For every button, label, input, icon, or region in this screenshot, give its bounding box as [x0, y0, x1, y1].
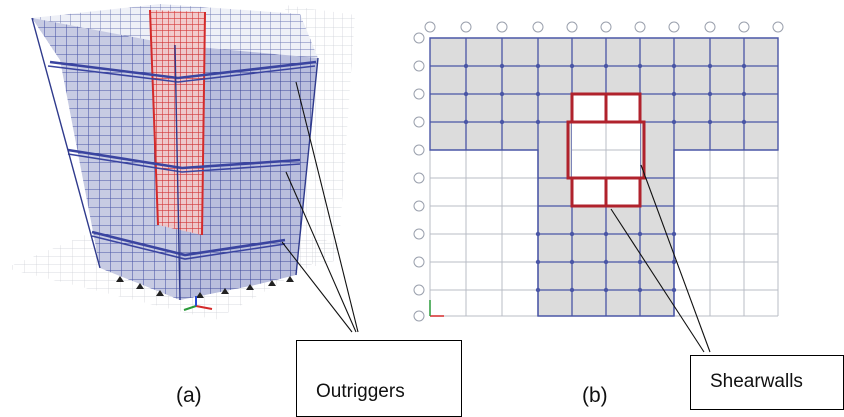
shearwall-leader-lines — [610, 164, 711, 353]
plan-axis-icon — [429, 300, 444, 317]
shear-walls — [566, 92, 646, 208]
panel-b-label: (b) — [582, 384, 608, 407]
plan-nodes — [463, 63, 747, 293]
shearwalls-callout: Shearwalls — [690, 355, 844, 410]
outriggers-label: Outriggers — [316, 381, 405, 402]
facade-left — [32, 18, 180, 300]
building-edges — [31, 17, 319, 301]
grid-bubble-icon — [413, 21, 784, 322]
facade-right — [175, 45, 318, 300]
shearwalls-label: Shearwalls — [710, 371, 803, 392]
plan-view — [413, 21, 784, 322]
outriggers-callout: Outriggers — [296, 340, 462, 417]
base-supports — [116, 276, 294, 298]
outrigger-leader-lines — [281, 81, 359, 333]
core-walls — [149, 9, 206, 236]
xyz-axis-icon — [183, 296, 213, 311]
panel-a-label: (a) — [176, 384, 202, 407]
outrigger-levels — [47, 60, 317, 260]
